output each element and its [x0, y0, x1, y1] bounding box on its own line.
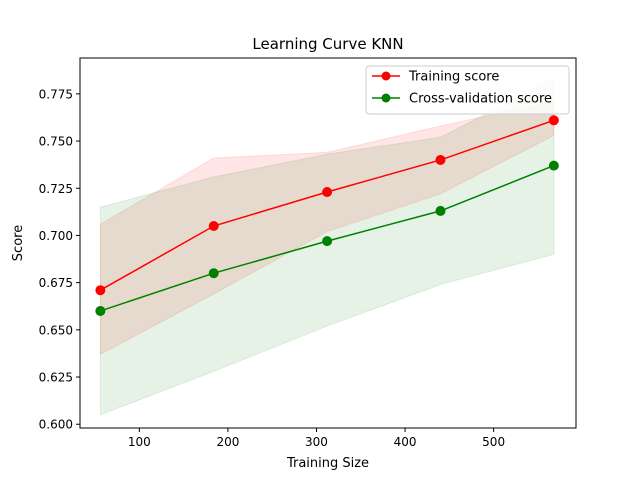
- legend-label: Cross-validation score: [409, 92, 552, 107]
- legend-item-cross-validation-score: Cross-validation score: [372, 92, 552, 107]
- y-tick-label: 0.725: [39, 182, 73, 196]
- training-score-point: [435, 154, 446, 165]
- y-tick-label: 0.625: [39, 371, 73, 385]
- y-axis-ticks: 0.600 0.625 0.650 0.675 0.700 0.725 0.750 0.775: [39, 87, 80, 432]
- legend-swatch-marker: [381, 93, 391, 103]
- y-axis-label: Score: [11, 225, 26, 261]
- x-tick-label: 400: [394, 435, 417, 449]
- legend: Training score Cross-validation score: [365, 65, 570, 115]
- legend-label: Training score: [408, 70, 499, 85]
- x-tick-label: 200: [216, 435, 239, 449]
- cross-validation-score-point: [95, 305, 106, 316]
- cross-validation-score-point: [435, 205, 446, 216]
- y-tick-label: 0.650: [39, 323, 73, 337]
- y-tick-label: 0.600: [39, 418, 73, 432]
- y-tick-label: 0.775: [39, 87, 73, 101]
- x-tick-label: 500: [482, 435, 505, 449]
- cross-validation-score-point: [208, 268, 219, 279]
- chart-title: Learning Curve KNN: [252, 35, 403, 53]
- y-tick-label: 0.675: [39, 276, 73, 290]
- cross-validation-score-point: [322, 236, 333, 247]
- training-score-point: [208, 221, 219, 232]
- training-score-point: [322, 187, 333, 198]
- y-tick-label: 0.750: [39, 135, 73, 149]
- y-tick-label: 0.700: [39, 229, 73, 243]
- series-points: [95, 115, 559, 316]
- training-score-point: [95, 285, 106, 296]
- plot-frame: [79, 57, 577, 429]
- x-tick-label: 100: [128, 435, 151, 449]
- legend-swatch-marker: [381, 71, 391, 81]
- cross-validation-score-point: [548, 160, 559, 171]
- training-score-point: [548, 115, 559, 126]
- legend-box: [365, 65, 570, 115]
- x-tick-label: 300: [305, 435, 328, 449]
- x-axis-ticks: 100 200 300 400 500: [128, 428, 505, 449]
- x-axis-label: Training Size: [286, 456, 369, 471]
- legend-item-training-score: Training score: [372, 70, 499, 85]
- plot-area: [95, 77, 559, 416]
